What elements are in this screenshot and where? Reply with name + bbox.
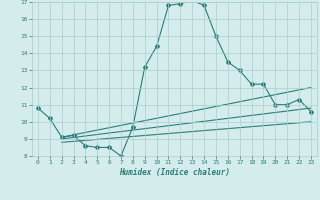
X-axis label: Humidex (Indice chaleur): Humidex (Indice chaleur) [119,168,230,177]
